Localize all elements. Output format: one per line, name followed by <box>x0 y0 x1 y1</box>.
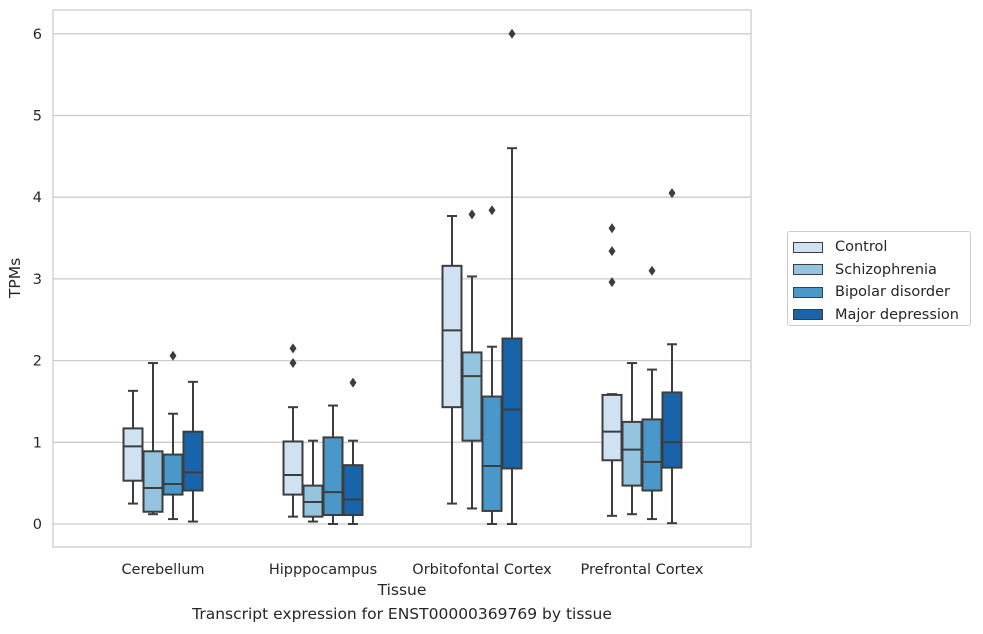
outlier-point <box>289 358 297 369</box>
legend-label: Major depression <box>835 306 959 323</box>
box-control <box>441 214 463 505</box>
gridlines <box>53 33 751 525</box>
y-tick-label: 3 <box>33 272 42 288</box>
legend-item-major-depression: Major depression <box>792 304 970 327</box>
legend: Control Schizophrenia Bipolar disorder M… <box>787 231 971 326</box>
box-schizophrenia <box>621 362 643 516</box>
box-major-depression <box>342 377 364 525</box>
box-iqr <box>162 453 184 496</box>
y-tick-label: 2 <box>33 354 42 370</box>
box-control <box>601 223 623 517</box>
legend-swatch <box>793 286 823 298</box>
box-iqr <box>182 430 204 492</box>
legend-swatch <box>793 309 823 321</box>
x-tick-label: Prefrontal Cortex <box>581 562 704 578</box>
box-iqr <box>342 464 364 517</box>
y-tick-label: 4 <box>33 190 42 206</box>
box-major-depression <box>182 380 204 523</box>
box-iqr <box>122 427 144 482</box>
outlier-point <box>349 377 357 388</box>
box-iqr <box>481 395 503 512</box>
legend-label: Bipolar disorder <box>835 284 950 301</box>
box-control <box>282 343 304 518</box>
legend-item-control: Control <box>792 236 970 259</box>
box-bipolar-disorder <box>641 265 663 521</box>
x-tick-labels: Cerebellum Hipppocampus Orbitofontal Corte… <box>121 562 703 578</box>
y-tick-label: 0 <box>33 517 42 533</box>
outlier-point <box>608 223 616 234</box>
box-iqr <box>461 351 483 442</box>
outlier-point <box>648 265 656 276</box>
y-tick-label: 5 <box>33 109 42 125</box>
legend-label: Control <box>835 239 888 256</box>
box-iqr <box>441 264 463 409</box>
box-iqr <box>282 440 304 496</box>
x-tick-label: Orbitofontal Cortex <box>412 562 552 578</box>
box-schizophrenia <box>461 209 483 510</box>
outlier-point <box>508 28 516 39</box>
outlier-point <box>608 246 616 257</box>
box-bipolar-disorder <box>481 205 503 525</box>
boxes <box>122 28 683 525</box>
chart-caption: Transcript expression for ENST0000036976… <box>192 605 612 623</box>
box-iqr <box>142 450 164 513</box>
outlier-point <box>169 350 177 361</box>
x-axis-label: Tissue <box>377 581 427 599</box>
y-tick-labels: 0 1 2 3 4 5 6 <box>33 27 42 533</box>
box-bipolar-disorder <box>162 350 184 521</box>
legend-swatch <box>793 241 823 253</box>
box-iqr <box>601 393 623 462</box>
outlier-point <box>468 209 476 220</box>
outlier-point <box>488 205 496 216</box>
y-tick-label: 6 <box>33 27 42 43</box>
box-iqr <box>322 436 344 517</box>
legend-label: Schizophrenia <box>835 261 937 278</box>
outlier-point <box>668 188 676 199</box>
x-tick-label: Cerebellum <box>121 562 204 578</box>
box-control <box>122 389 144 505</box>
box-iqr <box>641 418 663 492</box>
legend-item-schizophrenia: Schizophrenia <box>792 259 970 282</box>
y-axis-label: TPMs <box>6 258 24 299</box>
box-schizophrenia <box>302 439 324 523</box>
y-tick-label: 1 <box>33 435 42 451</box>
legend-swatch <box>793 264 823 276</box>
box-schizophrenia <box>142 362 164 516</box>
box-major-depression <box>661 188 683 525</box>
box-iqr <box>501 337 523 470</box>
box-iqr <box>661 391 683 469</box>
box-iqr <box>621 420 643 487</box>
box-major-depression <box>501 28 523 525</box>
plot-frame <box>52 9 752 548</box>
x-tick-label: Hipppocampus <box>269 562 377 578</box>
legend-item-bipolar-disorder: Bipolar disorder <box>792 281 970 304</box>
outlier-point <box>289 343 297 354</box>
outlier-point <box>608 277 616 288</box>
box-bipolar-disorder <box>322 404 344 525</box>
